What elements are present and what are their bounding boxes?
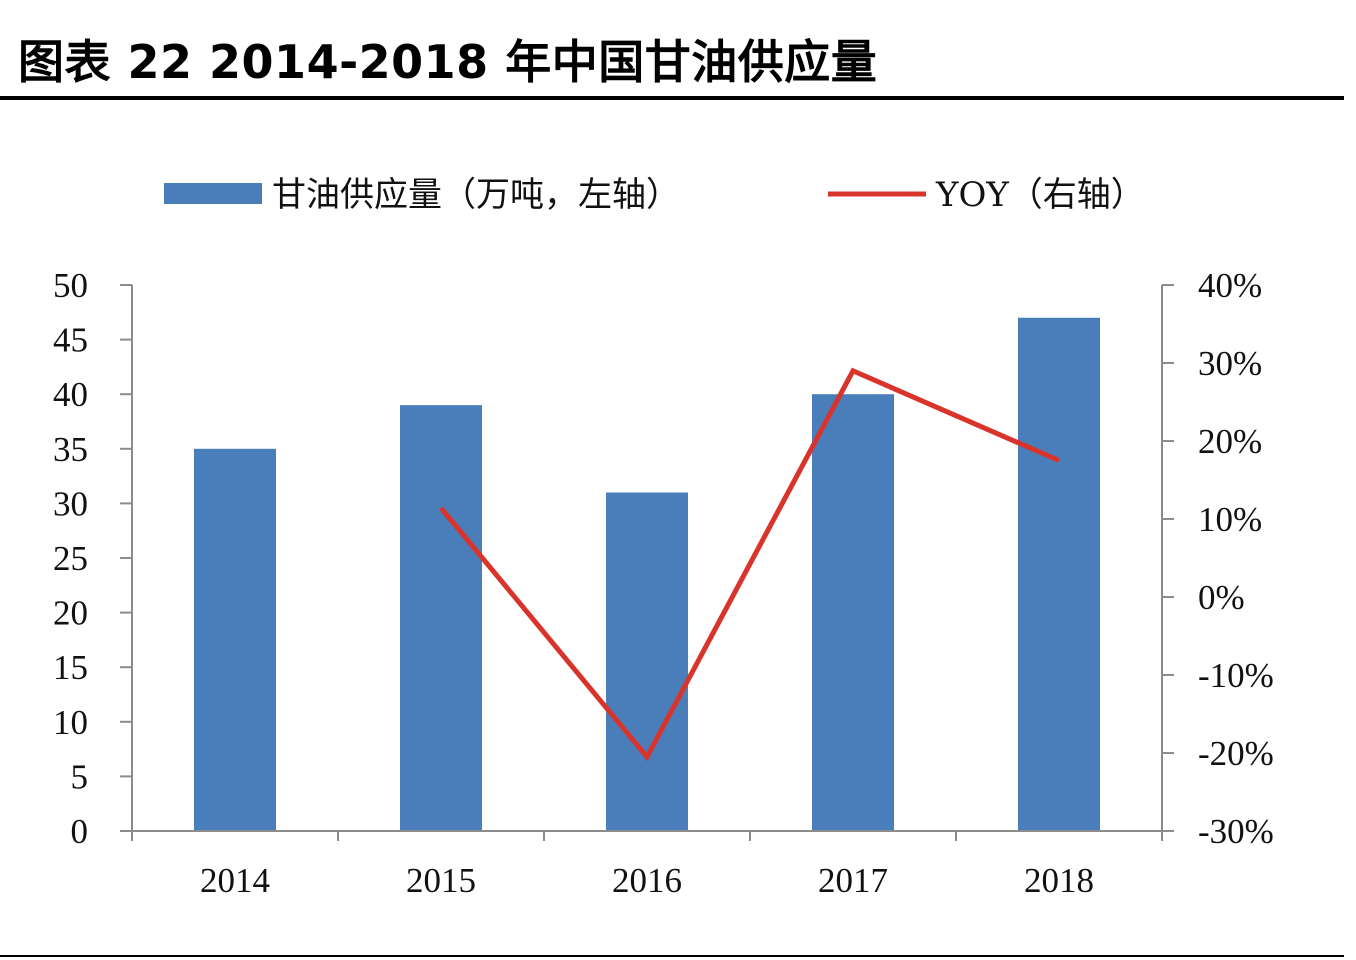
bottom-rule: [0, 955, 1344, 957]
right-tick-label: 20%: [1198, 422, 1262, 461]
right-tick-label: 40%: [1198, 266, 1262, 305]
left-tick-label: 0: [71, 812, 89, 851]
legend-label-supply: 甘油供应量（万吨，左轴）: [272, 175, 680, 215]
left-tick-label: 25: [53, 539, 88, 578]
right-tick-label: -20%: [1198, 734, 1274, 773]
yoy-line: [439, 367, 1060, 762]
left-tick-label: 40: [53, 375, 88, 414]
right-tick-label: -10%: [1198, 656, 1274, 695]
right-tick-label: -30%: [1198, 812, 1274, 851]
left-tick-label: 35: [53, 430, 88, 469]
x-tick-label: 2018: [1024, 861, 1094, 900]
x-tick-label: 2016: [612, 861, 682, 900]
x-tick-label: 2017: [818, 861, 888, 900]
bar-2017: [812, 394, 894, 831]
x-tick-label: 2014: [200, 861, 270, 900]
right-tick-label: 0%: [1198, 578, 1245, 617]
bar-2016: [606, 492, 688, 831]
left-tick-label: 45: [53, 321, 88, 360]
left-tick-label: 15: [53, 648, 88, 687]
legend-bar-swatch: [164, 183, 262, 204]
right-tick-label: 10%: [1198, 500, 1262, 539]
legend-label-yoy: YOY（右轴）: [935, 175, 1145, 215]
left-tick-label: 50: [53, 266, 88, 305]
left-tick-label: 30: [53, 484, 88, 523]
left-tick-label: 5: [71, 757, 89, 796]
bar-2018: [1018, 317, 1100, 831]
left-tick-label: 20: [53, 594, 88, 633]
left-tick-label: 10: [53, 703, 88, 742]
figure-title: 图表 22 2014-2018 年中国甘油供应量: [18, 35, 878, 89]
x-tick-label: 2015: [406, 861, 476, 900]
right-tick-label: 30%: [1198, 344, 1262, 383]
bar-2014: [194, 448, 276, 831]
title-rule: [0, 96, 1344, 100]
bar-2015: [400, 405, 482, 831]
